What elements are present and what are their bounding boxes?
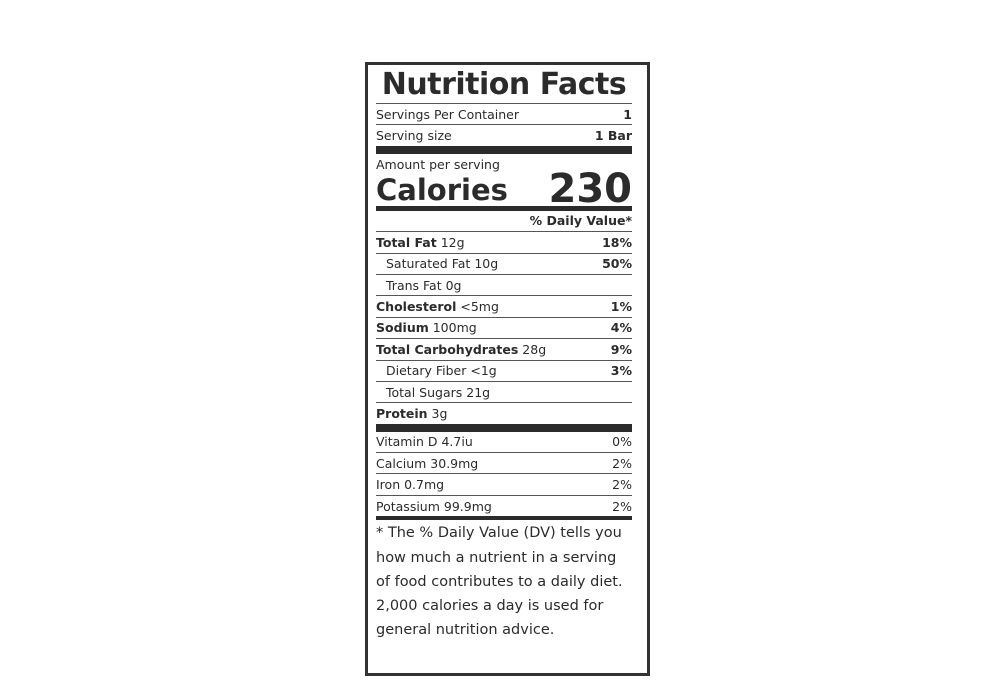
nutrient-row: Trans Fat 0g [376,275,632,297]
nutrient-name: Calcium [376,455,427,471]
nutrient-row: Sodium 100mg 4% [376,318,632,340]
serving-size-row: Serving size 1 Bar [376,125,632,145]
daily-value-header: % Daily Value* [376,211,632,233]
nutrient-label: Total Carbohydrates 28g [376,342,546,357]
nutrient-label: Potassium 99.9mg [376,499,492,514]
nutrient-name: Vitamin D [376,434,438,450]
amount-per-serving: Amount per serving [376,156,500,172]
label-title: Nutrition Facts [376,65,632,104]
nutrient-amount: <1g [470,363,497,379]
nutrient-row: Vitamin D 4.7iu 0% [376,432,632,454]
serving-size-value: 1 Bar [594,128,632,144]
nutrient-daily-value: 18% [602,234,632,250]
nutrient-label: Vitamin D 4.7iu [376,434,473,449]
medium-divider [376,516,632,521]
nutrient-amount: 28g [522,341,547,357]
nutrient-daily-value: 1% [610,299,632,315]
nutrient-row: Total Carbohydrates 28g 9% [376,339,632,361]
nutrient-daily-value: 50% [602,256,632,272]
nutrient-row: Total Fat 12g 18% [376,232,632,254]
nutrient-label: Total Sugars 21g [376,385,490,400]
nutrient-daily-value: 9% [610,341,632,357]
nutrient-amount: 10g [474,256,499,272]
nutrient-daily-value: 2% [612,455,632,471]
nutrient-label: Calcium 30.9mg [376,456,478,471]
servings-row: Servings Per Container 1 [376,104,632,126]
nutrient-row: Saturated Fat 10g 50% [376,254,632,275]
nutrient-daily-value: 4% [610,320,632,336]
nutrient-row: Total Sugars 21g [376,382,632,404]
nutrient-row: Dietary Fiber <1g 3% [376,361,632,382]
nutrient-label: Saturated Fat 10g [376,256,498,271]
nutrient-amount: <5mg [460,299,499,315]
nutrient-name: Iron [376,477,401,493]
nutrient-name: Trans Fat [386,277,442,293]
nutrient-label: Iron 0.7mg [376,477,444,492]
nutrient-name: Saturated Fat [386,256,471,272]
nutrient-label: Trans Fat 0g [376,278,461,293]
nutrient-label: Sodium 100mg [376,320,477,335]
nutrient-label: Cholesterol <5mg [376,299,499,314]
nutrient-amount: 0.7mg [404,477,445,493]
nutrient-name: Total Sugars [386,384,463,400]
servings-label: Servings Per Container [376,106,519,122]
nutrient-name: Total Fat [376,234,437,250]
nutrient-label: Total Fat 12g [376,235,465,250]
nutrient-row: Iron 0.7mg 2% [376,474,632,496]
nutrient-amount: 12g [440,234,465,250]
nutrient-daily-value: 0% [612,434,632,450]
nutrient-row: Cholesterol <5mg 1% [376,296,632,318]
calories-label: Calories [376,172,508,207]
nutrient-row: Potassium 99.9mg 2% [376,496,632,516]
nutrient-daily-value: 2% [612,477,632,493]
nutrient-name: Sodium [376,320,429,336]
nutrition-facts-label: Nutrition Facts Servings Per Container 1… [365,62,650,676]
servings-value: 1 [623,106,632,122]
medium-divider [376,205,632,211]
calories-value: 230 [548,165,633,212]
nutrient-amount: 30.9mg [430,455,479,471]
nutrient-name: Total Carbohydrates [376,341,519,357]
nutrient-amount: 4.7iu [441,434,473,450]
thick-divider [376,423,632,432]
nutrient-amount: 21g [466,384,491,400]
nutrient-name: Potassium [376,498,440,514]
nutrient-name: Cholesterol [376,299,457,315]
nutrient-amount: 99.9mg [443,498,492,514]
nutrient-row: Protein 3g [376,403,632,423]
nutrient-name: Dietary Fiber [386,363,467,379]
nutrient-row: Calcium 30.9mg 2% [376,453,632,475]
serving-size-label: Serving size [376,128,452,144]
footnote: * The % Daily Value (DV) tells you how m… [376,525,623,639]
nutrient-amount: 0g [445,277,462,293]
nutrient-daily-value: 3% [610,363,632,379]
nutrient-name: Protein [376,405,428,421]
nutrient-amount: 100mg [432,320,477,336]
calories-row: Calories 230 [376,169,632,209]
nutrient-label: Protein 3g [376,406,447,421]
thick-divider [376,145,632,154]
nutrient-amount: 3g [431,405,448,421]
nutrient-daily-value: 2% [612,498,632,514]
nutrient-label: Dietary Fiber <1g [376,363,497,378]
